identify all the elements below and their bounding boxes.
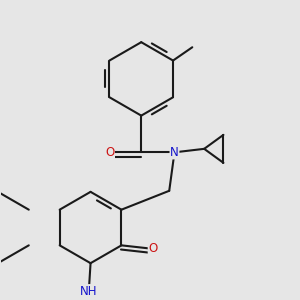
Text: NH: NH (80, 285, 98, 298)
Text: O: O (105, 146, 114, 159)
Text: N: N (170, 146, 179, 159)
Text: O: O (148, 242, 158, 255)
